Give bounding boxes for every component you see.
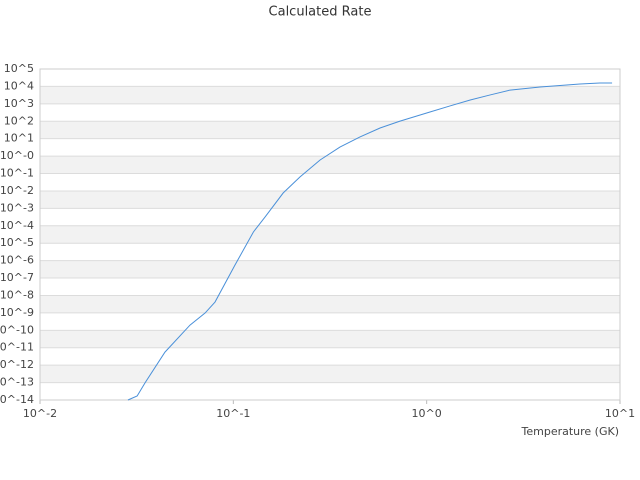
grid-band xyxy=(40,365,620,383)
y-tick-label: 10^4 xyxy=(4,79,34,92)
y-tick-label: 10^-2 xyxy=(0,184,34,197)
plot-frame xyxy=(39,68,621,401)
y-tick-label: 10^-11 xyxy=(0,341,34,354)
x-tick-label: 10^1 xyxy=(605,407,635,420)
grid-band xyxy=(40,225,620,244)
y-tick-label: 10^-13 xyxy=(0,376,34,389)
y-tick-label: 10^-9 xyxy=(0,306,34,319)
x-tick-label: 10^0 xyxy=(412,407,442,420)
y-tick-label: 10^-3 xyxy=(0,201,34,214)
y-tick-label: 10^3 xyxy=(4,97,34,110)
x-tick-label: 10^-2 xyxy=(23,407,57,420)
chart-title: Calculated Rate xyxy=(269,5,372,20)
y-tick-label: 10^-5 xyxy=(0,236,34,249)
y-tick-label: 10^5 xyxy=(4,62,34,75)
y-tick-label: 10^-10 xyxy=(0,323,34,336)
y-tick-label: 10^-4 xyxy=(0,219,34,232)
y-tick-label: 10^-7 xyxy=(0,271,34,284)
grid-band xyxy=(40,260,620,279)
y-tick-label: 10^-6 xyxy=(0,254,34,267)
y-tick-label: 10^-1 xyxy=(0,167,34,180)
y-tick-label: 10^-8 xyxy=(0,288,34,301)
grid-band xyxy=(40,330,620,348)
y-tick-label: 10^2 xyxy=(4,114,34,127)
x-axis-label: Temperature (GK) xyxy=(521,425,620,438)
data-line xyxy=(127,82,613,401)
grid-band xyxy=(40,295,620,313)
grid-band xyxy=(40,121,620,139)
grid-band xyxy=(40,86,620,104)
x-tick-label: 10^-1 xyxy=(216,407,250,420)
y-tick-label: 10^1 xyxy=(4,132,34,145)
grid-band xyxy=(40,156,620,174)
grid-band xyxy=(40,190,620,209)
y-tick-label: 10^-0 xyxy=(0,149,34,162)
y-tick-label: 10^-14 xyxy=(0,393,34,406)
y-tick-label: 10^-12 xyxy=(0,358,34,371)
